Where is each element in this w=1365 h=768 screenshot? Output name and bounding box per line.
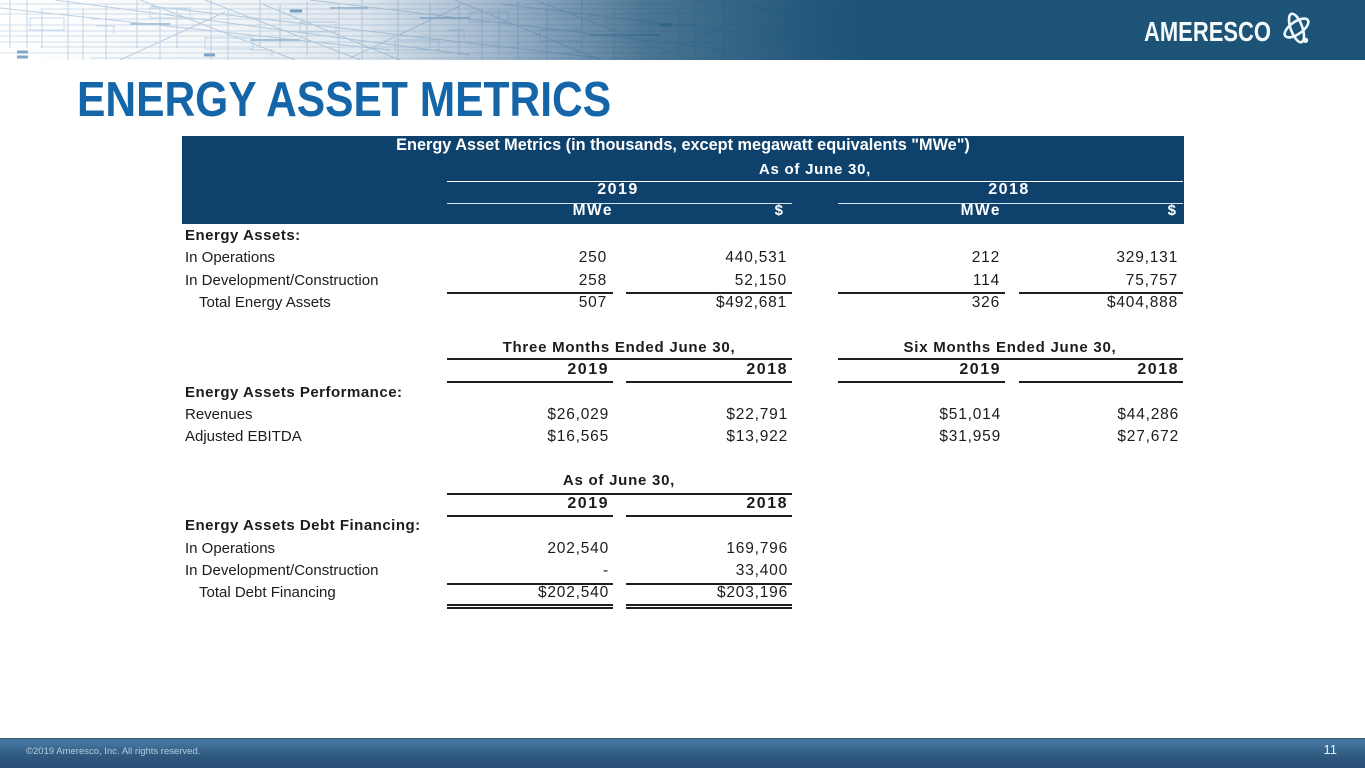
svg-text:AMERESCO: AMERESCO xyxy=(1144,16,1271,47)
